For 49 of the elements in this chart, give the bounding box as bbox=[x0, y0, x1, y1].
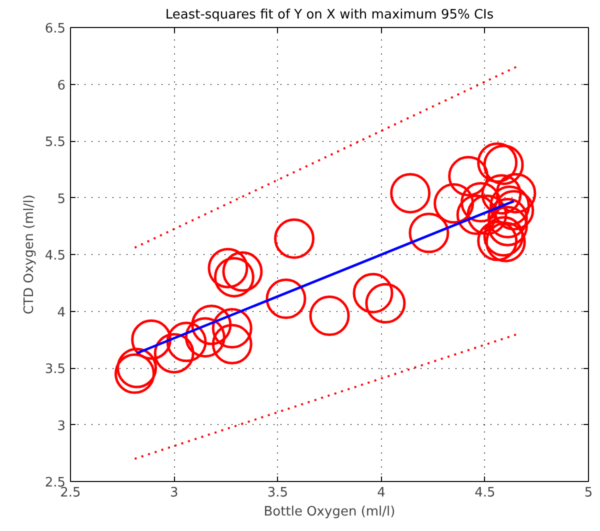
point bbox=[390, 172, 431, 214]
point bbox=[191, 304, 232, 346]
y-tick-label: 6 bbox=[57, 78, 66, 94]
y-axis-title: CTD Oxygen (ml/l) bbox=[22, 194, 37, 314]
point bbox=[309, 296, 350, 336]
point bbox=[434, 183, 474, 224]
point bbox=[481, 174, 522, 215]
x-tick-label: 4 bbox=[377, 486, 386, 500]
x-axis-title: Bottle Oxygen (ml/l) bbox=[264, 504, 396, 520]
point bbox=[487, 198, 528, 238]
point bbox=[448, 156, 489, 196]
point bbox=[483, 216, 524, 257]
chart-title: Least-squares fit of Y on X with maximum 95% CIs bbox=[165, 8, 494, 22]
point bbox=[184, 317, 226, 358]
y-tick-label: 5 bbox=[57, 192, 66, 207]
point bbox=[214, 256, 254, 298]
point bbox=[166, 322, 207, 362]
point bbox=[222, 251, 263, 292]
point bbox=[352, 272, 394, 314]
point bbox=[483, 144, 524, 186]
y-tick-label: 3.5 bbox=[44, 362, 66, 377]
point bbox=[485, 222, 526, 262]
point bbox=[208, 248, 248, 288]
y-tick-label: 4.5 bbox=[44, 248, 66, 264]
y-tick-label: 5.5 bbox=[44, 135, 66, 150]
point bbox=[212, 324, 252, 364]
y-tick-label: 4 bbox=[57, 305, 66, 320]
point bbox=[496, 172, 536, 214]
point bbox=[466, 194, 508, 235]
point bbox=[114, 353, 155, 394]
point bbox=[266, 278, 306, 319]
point bbox=[477, 142, 518, 183]
point bbox=[456, 194, 497, 235]
y-tick-label: 3 bbox=[57, 418, 66, 434]
point bbox=[365, 283, 406, 324]
point bbox=[116, 348, 158, 388]
x-tick-label: 3.5 bbox=[267, 486, 288, 500]
point bbox=[477, 220, 518, 262]
x-tick-label: 3 bbox=[170, 486, 178, 500]
point bbox=[460, 182, 502, 223]
point bbox=[212, 308, 252, 348]
point bbox=[274, 218, 315, 259]
point bbox=[131, 319, 172, 360]
x-tick-label: 5 bbox=[584, 486, 593, 500]
x-tick-label: 4.5 bbox=[474, 486, 496, 500]
point bbox=[487, 206, 528, 246]
point bbox=[154, 333, 194, 374]
point bbox=[408, 212, 450, 254]
y-tick-label: 6.5 bbox=[44, 22, 66, 36]
